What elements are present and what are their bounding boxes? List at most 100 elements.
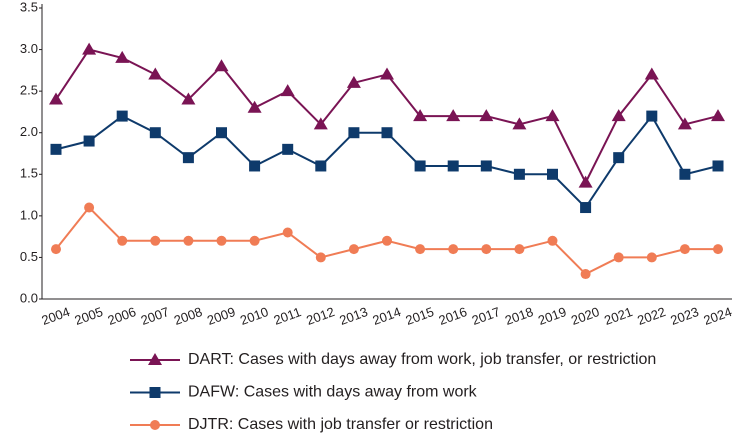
x-tick-label: 2019 — [536, 304, 568, 328]
marker — [315, 160, 327, 172]
marker — [82, 42, 97, 55]
marker — [480, 160, 492, 172]
marker — [613, 252, 624, 263]
y-tick-label: 3.0 — [20, 41, 38, 56]
marker — [677, 117, 692, 130]
marker — [83, 135, 95, 147]
legend-label: DART: Cases with days away from work, jo… — [188, 351, 656, 368]
x-tick-label: 2022 — [635, 304, 667, 328]
marker — [183, 235, 194, 246]
marker — [50, 143, 62, 155]
marker — [380, 67, 394, 80]
marker — [446, 109, 461, 122]
marker — [611, 109, 626, 122]
y-tick-label: 0.0 — [20, 290, 38, 305]
marker — [448, 244, 459, 255]
series — [49, 42, 725, 188]
marker — [148, 67, 163, 80]
marker — [512, 117, 527, 130]
marker — [415, 244, 426, 255]
marker — [711, 109, 725, 122]
marker — [644, 67, 659, 80]
marker — [547, 168, 558, 180]
marker — [413, 109, 428, 122]
x-tick-label: 2021 — [602, 304, 634, 328]
x-tick-label: 2012 — [304, 304, 336, 328]
marker — [646, 110, 658, 122]
x-tick-label: 2006 — [106, 304, 138, 328]
legend-label: DJTR: Cases with job transfer or restric… — [188, 416, 493, 433]
marker — [578, 175, 593, 188]
marker — [514, 244, 525, 255]
y-tick-label: 0.5 — [20, 249, 38, 264]
marker — [249, 235, 260, 246]
marker — [381, 127, 393, 139]
marker — [348, 127, 360, 139]
x-tick-label: 2011 — [272, 304, 303, 328]
legend-label: DAFW: Cases with days away from work — [188, 384, 478, 401]
marker — [249, 160, 261, 172]
marker — [481, 244, 492, 255]
x-tick-label: 2017 — [470, 304, 502, 328]
y-tick-label: 1.0 — [20, 207, 38, 222]
marker — [282, 227, 293, 238]
marker — [117, 235, 128, 246]
y-tick-label: 3.5 — [20, 0, 38, 14]
marker — [713, 244, 723, 255]
series — [51, 202, 723, 280]
x-tick-label: 2009 — [205, 304, 237, 328]
legend-item: DAFW: Cases with days away from work — [130, 384, 478, 401]
marker — [150, 235, 161, 246]
marker — [214, 59, 229, 72]
x-tick-label: 2007 — [139, 304, 171, 328]
x-tick-label: 2018 — [503, 304, 535, 328]
marker — [580, 202, 592, 214]
marker — [313, 117, 328, 130]
marker — [382, 235, 392, 246]
x-tick-label: 2005 — [73, 304, 105, 328]
legend-item: DJTR: Cases with job transfer or restric… — [130, 416, 493, 433]
marker — [216, 235, 227, 246]
marker — [115, 50, 130, 63]
marker — [51, 244, 61, 255]
marker — [149, 127, 161, 139]
x-tick-label: 2010 — [238, 304, 270, 328]
marker — [247, 100, 262, 113]
marker — [148, 353, 162, 365]
marker — [315, 252, 326, 263]
marker — [181, 92, 196, 105]
y-tick-label: 2.0 — [20, 124, 38, 139]
marker — [479, 109, 494, 122]
marker — [613, 152, 625, 164]
x-tick-label: 2020 — [569, 304, 601, 328]
series — [50, 110, 724, 214]
marker — [646, 252, 657, 263]
x-tick-label: 2004 — [39, 304, 71, 328]
marker — [49, 92, 63, 105]
legend-item: DART: Cases with days away from work, jo… — [130, 351, 656, 368]
marker — [414, 160, 426, 172]
marker — [447, 160, 459, 172]
marker — [346, 75, 361, 88]
marker — [547, 235, 558, 246]
marker — [182, 152, 194, 164]
marker — [216, 127, 227, 139]
marker — [679, 168, 691, 180]
x-tick-label: 2024 — [701, 304, 733, 328]
x-tick-label: 2015 — [404, 304, 436, 328]
marker — [513, 168, 525, 180]
marker — [545, 109, 560, 122]
marker — [116, 110, 128, 122]
marker — [84, 202, 95, 213]
x-tick-label: 2014 — [370, 304, 402, 328]
x-tick-label: 2023 — [668, 304, 700, 328]
marker — [149, 387, 161, 398]
x-tick-label: 2008 — [172, 304, 204, 328]
marker — [679, 244, 690, 255]
x-tick-label: 2016 — [437, 304, 469, 328]
y-tick-label: 1.5 — [20, 166, 38, 181]
marker — [712, 160, 724, 172]
marker — [348, 244, 359, 255]
marker — [580, 269, 591, 280]
